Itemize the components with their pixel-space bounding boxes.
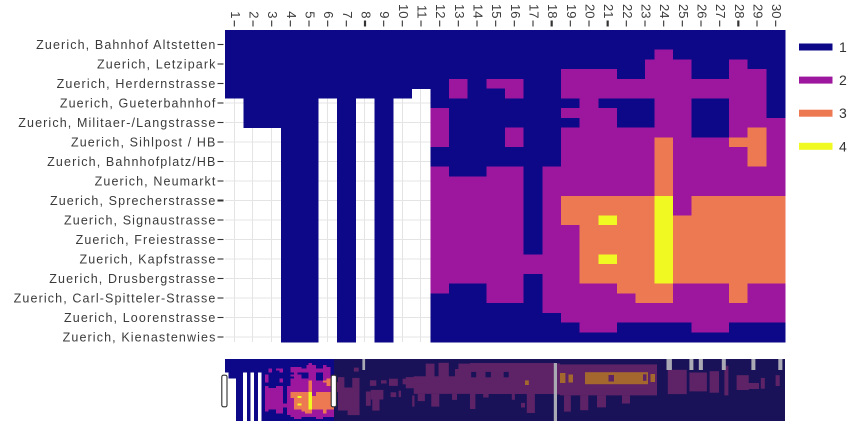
svg-text:10: 10: [396, 4, 411, 18]
svg-text:13: 13: [452, 4, 467, 18]
svg-text:2: 2: [247, 11, 262, 18]
svg-text:Zuerich, Gueterbahnhof: Zuerich, Gueterbahnhof: [60, 96, 217, 110]
svg-text:Zuerich, Herdernstrasse: Zuerich, Herdernstrasse: [57, 77, 217, 91]
svg-text:2: 2: [839, 72, 847, 88]
svg-text:11: 11: [415, 5, 430, 19]
svg-text:7: 7: [340, 11, 355, 18]
svg-text:Zuerich, Bahnhof Altstetten: Zuerich, Bahnhof Altstetten: [36, 38, 216, 52]
svg-text:3: 3: [265, 11, 280, 18]
svg-text:6: 6: [321, 11, 336, 18]
svg-text:8: 8: [359, 11, 374, 18]
svg-text:22: 22: [620, 4, 635, 18]
svg-text:27: 27: [713, 4, 728, 18]
svg-text:Zuerich, Sihlpost / HB: Zuerich, Sihlpost / HB: [71, 135, 217, 149]
svg-text:24: 24: [657, 4, 672, 18]
svg-text:4: 4: [839, 138, 847, 154]
svg-text:29: 29: [751, 4, 766, 18]
svg-text:Zuerich, Signaustrasse: Zuerich, Signaustrasse: [64, 213, 216, 227]
svg-text:23: 23: [639, 4, 654, 18]
svg-text:1: 1: [228, 11, 243, 18]
svg-text:12: 12: [433, 4, 448, 18]
svg-text:18: 18: [545, 4, 560, 18]
svg-text:5: 5: [303, 11, 318, 18]
svg-text:30: 30: [769, 4, 784, 18]
svg-text:1: 1: [839, 39, 847, 55]
svg-text:20: 20: [583, 4, 598, 18]
svg-text:4: 4: [284, 11, 299, 18]
svg-text:Zuerich, Kapfstrasse: Zuerich, Kapfstrasse: [79, 252, 216, 266]
svg-text:21: 21: [601, 4, 616, 18]
svg-text:26: 26: [695, 4, 710, 18]
svg-text:25: 25: [676, 4, 691, 18]
svg-text:Zuerich, Neumarkt: Zuerich, Neumarkt: [95, 174, 217, 188]
svg-text:Zuerich, Bahnhofplatz/HB: Zuerich, Bahnhofplatz/HB: [47, 155, 216, 169]
svg-text:Zuerich, Carl-Spitteler-Strass: Zuerich, Carl-Spitteler-Strasse: [14, 291, 217, 305]
svg-text:16: 16: [508, 4, 523, 18]
svg-text:Zuerich, Sprecherstrasse: Zuerich, Sprecherstrasse: [50, 194, 217, 208]
svg-text:15: 15: [489, 4, 504, 18]
svg-text:28: 28: [732, 4, 747, 18]
svg-text:Zuerich, Drusbergstrasse: Zuerich, Drusbergstrasse: [49, 272, 216, 286]
svg-text:Zuerich, Militaer-/Langstrasse: Zuerich, Militaer-/Langstrasse: [18, 116, 216, 130]
svg-text:Zuerich, Freiestrasse: Zuerich, Freiestrasse: [76, 233, 217, 247]
svg-text:Zuerich, Loorenstrasse: Zuerich, Loorenstrasse: [64, 311, 216, 325]
svg-text:Zuerich, Kienastenwies: Zuerich, Kienastenwies: [63, 330, 217, 344]
svg-text:17: 17: [527, 4, 542, 18]
svg-text:19: 19: [564, 4, 579, 18]
svg-text:9: 9: [377, 11, 392, 18]
svg-text:3: 3: [839, 105, 847, 121]
svg-text:Zuerich, Letzipark: Zuerich, Letzipark: [97, 57, 217, 71]
svg-text:14: 14: [471, 4, 486, 18]
